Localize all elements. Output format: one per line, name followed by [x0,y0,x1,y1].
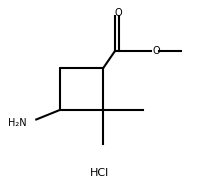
Text: O: O [152,46,160,56]
Text: HCl: HCl [90,168,109,178]
Text: H₂N: H₂N [8,118,27,128]
Text: O: O [114,8,122,18]
